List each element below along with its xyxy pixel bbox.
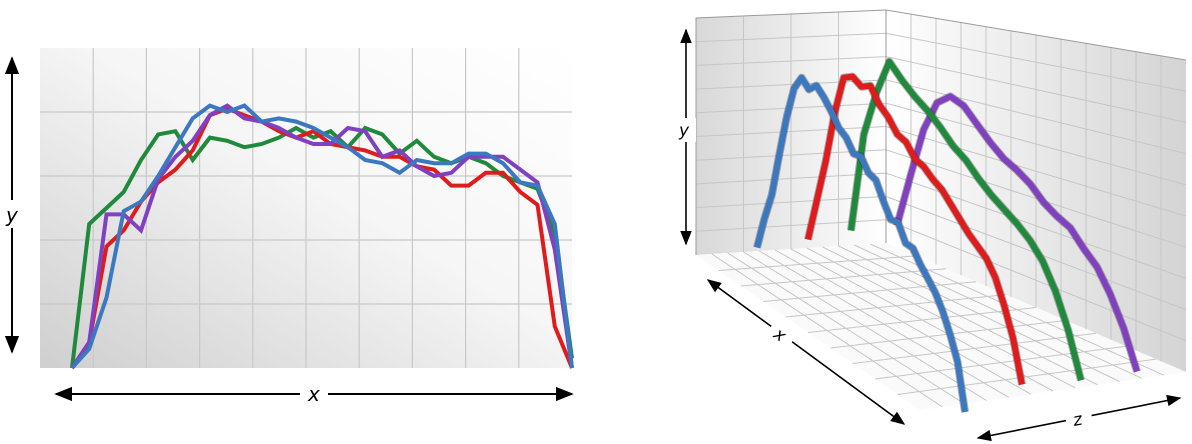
grid-line bbox=[885, 149, 1187, 248]
grid-line bbox=[790, 248, 1054, 392]
grid-3d bbox=[695, 12, 1187, 408]
series-line-3d-3 bbox=[848, 58, 1084, 382]
grid-line bbox=[695, 32, 887, 43]
series-line-3d-4 bbox=[894, 93, 1140, 373]
series-2d bbox=[70, 103, 574, 370]
grid-line bbox=[695, 126, 887, 137]
grid-line bbox=[854, 244, 1142, 379]
series-line-3d-1 bbox=[754, 74, 968, 413]
y-axis-label-3d: y bbox=[678, 121, 690, 141]
chart-3d: y x z bbox=[676, 9, 1187, 442]
grid-line bbox=[695, 172, 887, 185]
grid-line bbox=[695, 56, 887, 66]
grid-line bbox=[885, 172, 1187, 279]
chart-2d: y x bbox=[2, 48, 574, 408]
series-line-2d-4 bbox=[70, 103, 574, 370]
grid-line bbox=[806, 247, 1076, 389]
y-axis-label-2d: y bbox=[5, 203, 19, 227]
x-axis-label-2d: x bbox=[307, 382, 320, 406]
grid-line bbox=[822, 246, 1098, 386]
x-axis-arrow-3d bbox=[706, 279, 906, 425]
grid-line bbox=[885, 126, 1187, 217]
series-line-3d-2 bbox=[805, 73, 1025, 386]
grid-line bbox=[885, 219, 1187, 342]
grid-line bbox=[885, 56, 1187, 123]
series-3d bbox=[753, 57, 1141, 413]
grid-line bbox=[885, 32, 1187, 92]
grid-line bbox=[885, 79, 1187, 155]
